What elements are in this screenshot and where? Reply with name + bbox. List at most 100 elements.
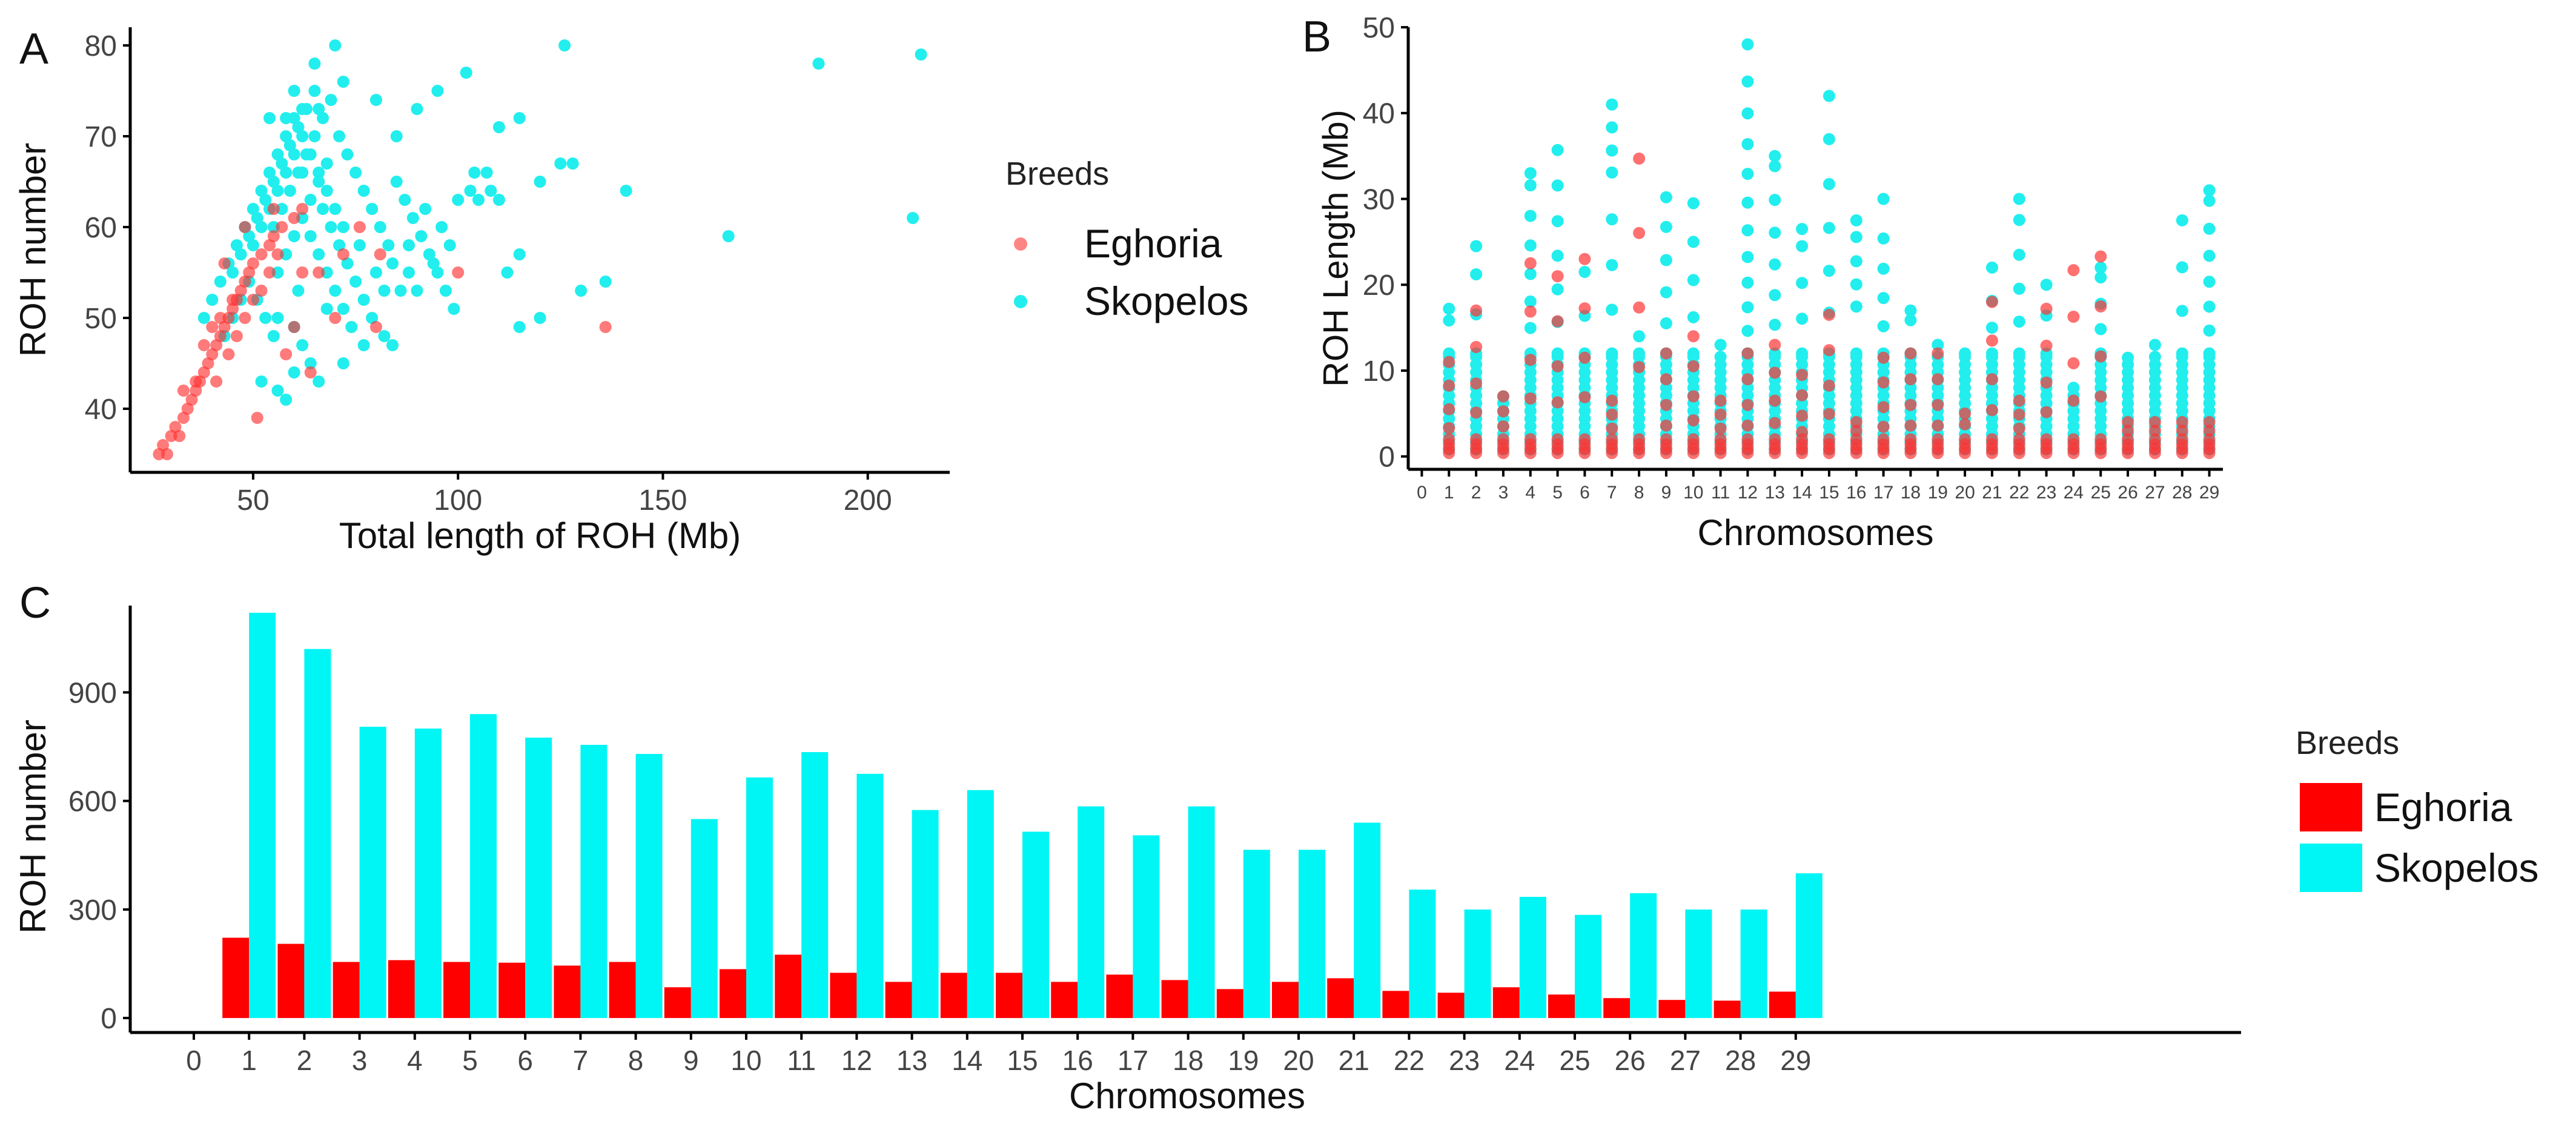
point-a-eghoria-59 — [296, 266, 309, 279]
point-b-eghoria-27-3 — [2148, 433, 2161, 446]
point-b-skopelos-13-16 — [1769, 258, 1781, 271]
tick-label-b-x-18: 18 — [1901, 483, 1921, 503]
point-a-skopelos-22 — [907, 212, 919, 224]
point-a-skopelos-3 — [337, 76, 349, 88]
legend-top-swatch-skopelos — [1014, 295, 1027, 308]
point-a-skopelos-117 — [357, 294, 370, 306]
bar-skopelos-19 — [1243, 850, 1270, 1019]
tick-label-b-x-4: 4 — [1525, 483, 1535, 503]
point-a-skopelos-56 — [308, 130, 321, 142]
point-a-skopelos-91 — [329, 285, 342, 297]
point-b-eghoria-18-6 — [1904, 373, 1917, 386]
bar-skopelos-11 — [801, 752, 829, 1019]
bar-eghoria-4 — [388, 960, 415, 1019]
bar-eghoria-11 — [775, 954, 802, 1019]
point-a-eghoria-57 — [239, 221, 251, 233]
axis-title-b-y: ROH Length (Mb) — [1316, 110, 1356, 387]
point-a-skopelos-137 — [443, 239, 456, 251]
tick-label-c-x-21: 21 — [1339, 1045, 1369, 1076]
point-a-skopelos-1 — [308, 58, 321, 70]
point-b-skopelos-5-15 — [1551, 283, 1564, 296]
point-a-skopelos-46 — [230, 239, 243, 251]
point-b-eghoria-1-5 — [1443, 403, 1455, 415]
point-b-eghoria-12-6 — [1741, 373, 1754, 386]
point-a-skopelos-12 — [554, 157, 567, 170]
point-b-eghoria-8-5 — [1633, 301, 1646, 314]
tick-label-c-x-8: 8 — [628, 1045, 644, 1076]
point-b-eghoria-14-6 — [1796, 389, 1809, 401]
tick-label-c-x-2: 2 — [297, 1045, 313, 1076]
point-b-eghoria-28-5 — [2176, 416, 2188, 428]
point-a-skopelos-34 — [329, 203, 342, 215]
point-b-eghoria-20-3 — [1959, 433, 1972, 446]
point-b-eghoria-27-4 — [2148, 425, 2161, 437]
bar-skopelos-17 — [1133, 835, 1160, 1019]
point-b-skopelos-27-12 — [2148, 351, 2161, 363]
point-a-skopelos-7 — [431, 85, 444, 97]
point-a-skopelos-138 — [427, 257, 440, 269]
point-a-skopelos-97 — [313, 375, 325, 388]
point-b-eghoria-18-5 — [1904, 398, 1917, 411]
point-b-skopelos-14-15 — [1796, 277, 1809, 289]
point-b-eghoria-18-4 — [1904, 419, 1917, 432]
point-a-skopelos-26 — [485, 185, 497, 197]
point-b-skopelos-12-24 — [1741, 38, 1754, 51]
tick-label-c-x-0: 0 — [186, 1045, 202, 1076]
point-b-skopelos-25-17 — [2094, 261, 2107, 274]
point-a-skopelos-58 — [325, 94, 337, 106]
point-b-eghoria-19-4 — [1932, 419, 1944, 432]
point-a-skopelos-19 — [501, 266, 514, 279]
point-a-skopelos-109 — [292, 121, 305, 133]
bar-skopelos-6 — [525, 738, 552, 1019]
point-b-eghoria-21-7 — [1985, 296, 1998, 308]
tick-label-c-x-3: 3 — [352, 1045, 368, 1076]
point-a-eghoria-37 — [255, 285, 268, 297]
tick-label-b-x-1: 1 — [1444, 483, 1454, 503]
point-a-skopelos-35 — [320, 185, 333, 197]
point-a-eghoria-6 — [177, 412, 190, 424]
point-a-skopelos-141 — [263, 112, 276, 124]
point-a-skopelos-67 — [399, 194, 411, 206]
point-a-skopelos-95 — [296, 339, 309, 351]
point-a-skopelos-14 — [558, 39, 571, 51]
point-b-eghoria-2-6 — [1470, 341, 1483, 353]
point-a-skopelos-27 — [435, 221, 448, 233]
point-b-skopelos-9-15 — [1660, 286, 1672, 299]
bar-skopelos-10 — [746, 777, 773, 1019]
tick-label-c-x-6: 6 — [517, 1045, 533, 1076]
point-a-skopelos-73 — [448, 303, 460, 315]
point-a-eghoria-24 — [255, 248, 268, 260]
point-b-eghoria-13-6 — [1769, 366, 1781, 379]
point-b-eghoria-6-4 — [1578, 391, 1591, 403]
point-a-eghoria-12 — [202, 357, 214, 369]
point-a-skopelos-124 — [337, 357, 349, 369]
legend-bottom-swatch-skopelos — [2300, 844, 2362, 892]
point-a-skopelos-41 — [271, 148, 284, 160]
tick-label-c-x-26: 26 — [1615, 1045, 1646, 1076]
tick-label-b-x-5: 5 — [1552, 483, 1563, 503]
point-b-eghoria-3-4 — [1497, 420, 1509, 433]
point-a-skopelos-111 — [308, 85, 321, 97]
point-b-eghoria-11-4 — [1714, 422, 1727, 435]
tick-label-c-x-24: 24 — [1504, 1045, 1535, 1076]
tick-label-c-x-9: 9 — [683, 1045, 699, 1076]
point-a-skopelos-43 — [255, 185, 268, 197]
point-a-skopelos-63 — [366, 203, 379, 215]
bar-skopelos-18 — [1188, 806, 1215, 1019]
point-b-skopelos-22-15 — [2013, 282, 2025, 295]
bar-skopelos-14 — [967, 790, 994, 1019]
point-a-skopelos-5 — [390, 130, 403, 142]
panel-letter-c: C — [19, 579, 51, 627]
point-b-eghoria-29-3 — [2203, 433, 2216, 446]
point-a-skopelos-76 — [288, 230, 300, 242]
bar-skopelos-26 — [1630, 893, 1657, 1019]
point-b-skopelos-7-20 — [1606, 98, 1618, 111]
point-a-eghoria-49 — [452, 266, 465, 279]
legend-top: Breeds Eghoria Skopelos — [1005, 156, 1249, 323]
bar-skopelos-16 — [1078, 806, 1105, 1019]
point-a-skopelos-9 — [492, 121, 505, 133]
point-a-skopelos-112 — [317, 203, 329, 215]
point-b-eghoria-1-6 — [1443, 379, 1455, 392]
tick-label-b-x-13: 13 — [1765, 483, 1785, 503]
point-a-skopelos-28 — [419, 203, 432, 215]
